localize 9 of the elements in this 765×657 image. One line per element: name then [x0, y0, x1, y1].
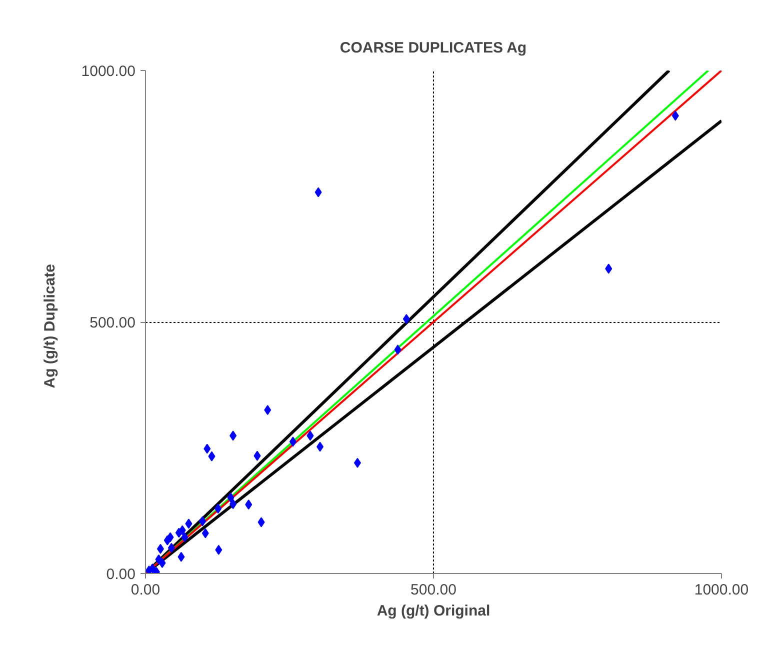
y-axis-title: Ag (g/t) Duplicate — [41, 264, 58, 388]
chart-title: COARSE DUPLICATES Ag — [340, 40, 527, 56]
y-tick-label: 0.00 — [106, 566, 136, 583]
y-tick-label: 1000.00 — [81, 63, 136, 80]
x-tick-label: 500.00 — [410, 582, 456, 598]
x-axis-title: Ag (g/t) Original — [376, 602, 490, 620]
x-tick-label: 1000.00 — [694, 582, 749, 598]
x-tick-label: 0.00 — [130, 582, 160, 598]
y-tick-label: 500.00 — [90, 314, 136, 332]
